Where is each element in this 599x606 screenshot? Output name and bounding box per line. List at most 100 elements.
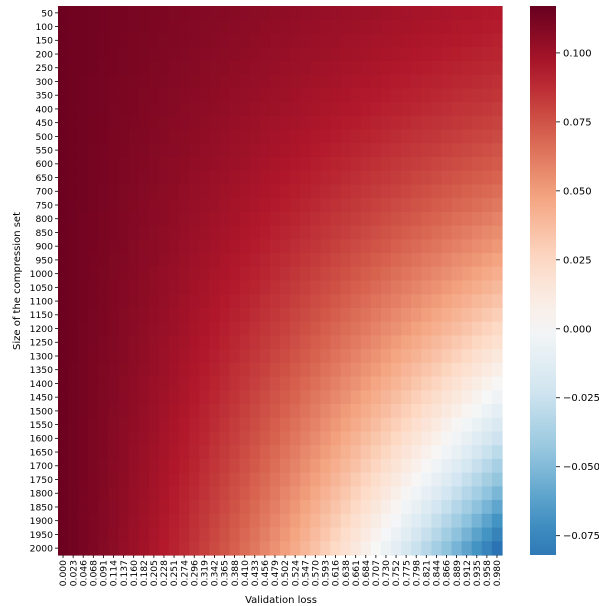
heatmap-cell xyxy=(451,156,463,172)
heatmap-cell xyxy=(118,211,130,227)
heatmap-cell xyxy=(189,102,200,117)
heatmap-cell xyxy=(249,431,261,446)
heatmap-cell xyxy=(78,294,89,309)
heatmap-cell xyxy=(491,115,503,131)
heatmap-cell xyxy=(88,156,99,172)
heatmap-cell xyxy=(320,335,332,350)
heatmap-cell xyxy=(138,431,150,446)
x-tick-label: 0.068 xyxy=(89,560,100,586)
heatmap-cell xyxy=(169,280,180,295)
heatmap-cell xyxy=(68,417,79,433)
heatmap-cell xyxy=(401,321,412,336)
heatmap-cell xyxy=(179,472,190,487)
heatmap-cell xyxy=(481,335,493,350)
heatmap-cell xyxy=(350,541,362,556)
heatmap-cell xyxy=(441,239,453,254)
heatmap-cell xyxy=(199,431,210,446)
heatmap-cell xyxy=(441,294,453,309)
heatmap-cell xyxy=(189,74,200,89)
heatmap-cell xyxy=(431,280,443,295)
heatmap-cell xyxy=(461,253,473,268)
heatmap-cell xyxy=(451,376,463,391)
heatmap-cell xyxy=(78,170,89,186)
heatmap-cell xyxy=(219,431,231,446)
heatmap-cell xyxy=(481,541,493,556)
heatmap-cell xyxy=(330,431,342,446)
heatmap-cell xyxy=(451,102,463,117)
heatmap-cell xyxy=(179,74,190,89)
heatmap-cell xyxy=(401,349,412,364)
heatmap-cell xyxy=(199,362,210,378)
heatmap-cell xyxy=(370,527,382,542)
heatmap-cell xyxy=(290,472,301,487)
heatmap-cell xyxy=(169,500,180,515)
heatmap-cell xyxy=(290,6,301,21)
heatmap-cell xyxy=(471,541,483,556)
heatmap-cell xyxy=(360,280,372,295)
heatmap-cell xyxy=(68,390,79,405)
heatmap-cell xyxy=(68,404,79,419)
heatmap-cell xyxy=(179,33,190,48)
heatmap-cell xyxy=(259,349,271,364)
heatmap-cell xyxy=(401,239,412,254)
heatmap-cell xyxy=(320,156,332,172)
heatmap-cell xyxy=(340,513,352,529)
heatmap-cell xyxy=(411,88,422,103)
heatmap-cell xyxy=(290,321,301,336)
heatmap-cell xyxy=(58,60,69,76)
heatmap-cell xyxy=(138,307,150,323)
heatmap-cell xyxy=(280,143,291,158)
heatmap-cell xyxy=(411,458,422,474)
heatmap-cell xyxy=(320,500,332,515)
heatmap-cell xyxy=(199,88,210,103)
heatmap-cell xyxy=(380,88,392,103)
heatmap-cell xyxy=(108,143,120,158)
heatmap-cell xyxy=(280,431,291,446)
heatmap-cell xyxy=(108,60,120,76)
heatmap-cell xyxy=(219,472,231,487)
heatmap-cell xyxy=(128,143,140,158)
heatmap-cell xyxy=(300,541,311,556)
heatmap-cell xyxy=(269,513,281,529)
heatmap-cell xyxy=(441,541,453,556)
heatmap-cell xyxy=(431,47,443,62)
heatmap-cell xyxy=(310,6,321,21)
heatmap-cell xyxy=(118,88,130,103)
heatmap-cell xyxy=(148,170,160,186)
heatmap-cell xyxy=(350,472,362,487)
heatmap-cell xyxy=(391,47,402,62)
heatmap-cell xyxy=(441,102,453,117)
heatmap-cell xyxy=(98,33,110,48)
heatmap-cell xyxy=(98,349,110,364)
heatmap-cell xyxy=(169,225,180,240)
heatmap-cell xyxy=(269,486,281,501)
heatmap-cell xyxy=(138,102,150,117)
heatmap-cell xyxy=(360,541,372,556)
heatmap-cell xyxy=(108,445,120,460)
heatmap-cell xyxy=(219,417,231,433)
heatmap-cell xyxy=(68,321,79,336)
heatmap-cell xyxy=(259,74,271,89)
heatmap-cell xyxy=(300,33,311,48)
heatmap-cell xyxy=(370,184,382,199)
heatmap-cell xyxy=(360,184,372,199)
heatmap-cell xyxy=(128,115,140,131)
heatmap-cell xyxy=(118,390,130,405)
heatmap-cell xyxy=(330,253,342,268)
heatmap-cell xyxy=(58,129,69,144)
heatmap-cell xyxy=(300,335,311,350)
heatmap-cell xyxy=(269,225,281,240)
y-tick-label: 2000 xyxy=(30,544,54,555)
heatmap-cell xyxy=(411,143,422,158)
heatmap-cell xyxy=(209,143,221,158)
heatmap-cell xyxy=(148,266,160,282)
heatmap-cell xyxy=(209,239,221,254)
heatmap-cell xyxy=(280,486,291,501)
heatmap-cell xyxy=(219,404,231,419)
heatmap-cell xyxy=(491,156,503,172)
heatmap-cell xyxy=(189,458,200,474)
heatmap-cell xyxy=(330,115,342,131)
heatmap-cell xyxy=(138,60,150,76)
heatmap-cell xyxy=(78,335,89,350)
heatmap-cell xyxy=(259,390,271,405)
